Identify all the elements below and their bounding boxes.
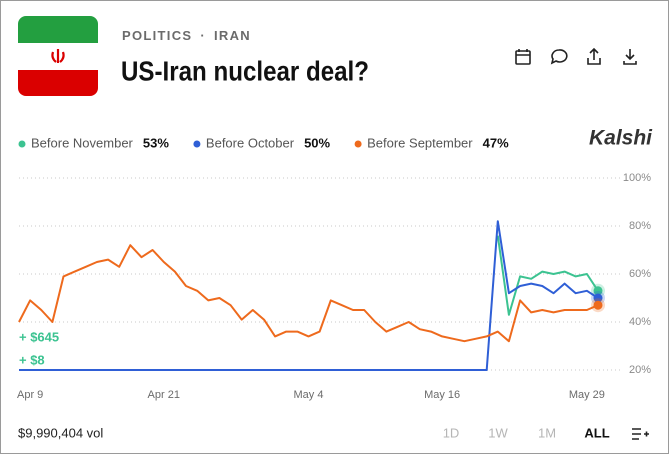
legend-swatch	[354, 140, 362, 148]
legend: Before November 53% Before October 50% Befor…	[18, 135, 509, 150]
flag	[18, 16, 98, 96]
y-tick-label: 20%	[629, 364, 651, 376]
separator: ·	[200, 28, 206, 43]
category[interactable]: POLITICS	[122, 28, 192, 43]
range-button[interactable]: 1W	[488, 425, 508, 440]
end-dot	[593, 286, 603, 296]
y-tick-label: 80%	[629, 220, 651, 232]
y-tick-label: 60%	[629, 268, 651, 280]
legend-label: Before November	[31, 135, 134, 150]
subcategory[interactable]: IRAN	[214, 28, 251, 43]
y-tick-label: 100%	[623, 172, 651, 184]
title: US-Iran nuclear deal?	[121, 55, 369, 86]
legend-value: 53%	[143, 135, 169, 150]
series-line	[18, 244, 599, 343]
end-dot	[593, 293, 603, 303]
range-buttons: 1D 1W 1M ALL	[443, 425, 610, 440]
brand: Kalshi	[589, 127, 653, 150]
legend-value: 47%	[483, 135, 509, 150]
range-button[interactable]: 1M	[538, 425, 556, 440]
share-icon[interactable]	[587, 47, 601, 65]
comment-icon[interactable]	[550, 49, 568, 65]
legend-value: 50%	[304, 135, 330, 150]
legend-swatch	[18, 140, 26, 148]
x-tick-label: May 4	[294, 389, 324, 401]
annotation: + $645	[19, 329, 59, 344]
toolbar	[515, 47, 637, 65]
y-tick-label: 40%	[629, 316, 651, 328]
download-icon[interactable]	[623, 49, 637, 65]
menu-icon[interactable]	[632, 428, 649, 440]
series-line	[496, 235, 599, 316]
x-tick-label: Apr 21	[148, 389, 180, 401]
range-button[interactable]: 1D	[443, 425, 460, 440]
legend-label: Before September	[367, 135, 473, 150]
legend-swatch	[193, 140, 201, 148]
series-line	[19, 220, 599, 371]
x-tick-label: May 29	[569, 389, 605, 401]
legend-label: Before October	[206, 135, 295, 150]
calendar-icon[interactable]	[515, 49, 531, 65]
x-tick-label: Apr 9	[17, 389, 43, 401]
volume: $9,990,404 vol	[18, 425, 103, 440]
annotation: + $8	[19, 352, 45, 367]
breadcrumb: POLITICS · IRAN	[122, 28, 251, 43]
x-tick-label: May 16	[424, 389, 460, 401]
end-dot	[593, 300, 603, 310]
range-button[interactable]: ALL	[584, 425, 609, 440]
